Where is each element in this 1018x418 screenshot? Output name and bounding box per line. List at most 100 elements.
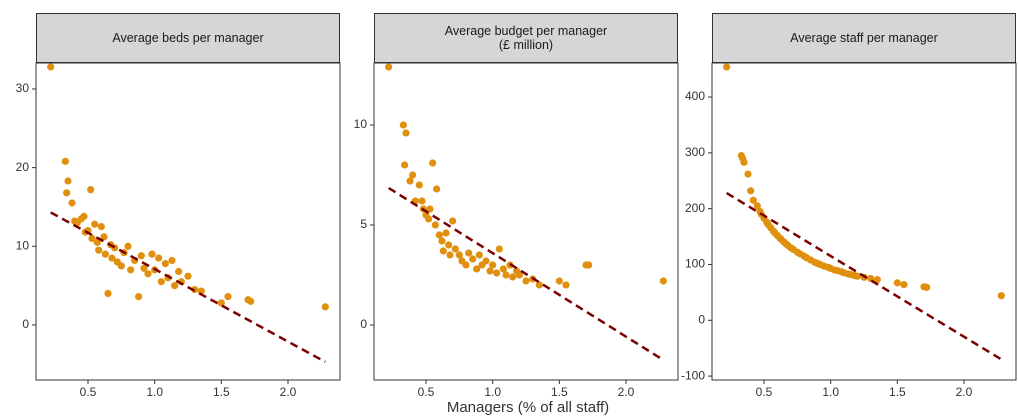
point [723, 63, 731, 71]
point [88, 234, 96, 243]
point [97, 223, 105, 231]
point [124, 242, 132, 250]
point [749, 196, 757, 204]
x-tick-label: 0.5 [756, 385, 773, 399]
point [104, 289, 112, 298]
point [321, 303, 329, 311]
point [431, 221, 439, 229]
y-tick-label: 100 [685, 257, 705, 271]
x-tick-label: 0.5 [80, 385, 97, 399]
x-tick-label: 1.5 [551, 385, 568, 399]
point [509, 273, 517, 281]
point [473, 265, 481, 273]
point [217, 299, 225, 307]
point [455, 251, 463, 259]
y-tick-label: 10 [354, 117, 368, 131]
point [402, 129, 410, 137]
x-tick-label: 1.5 [213, 385, 230, 399]
y-tick-label: 400 [685, 89, 705, 103]
point [140, 264, 148, 272]
point [451, 245, 459, 253]
x-tick-label: 1.0 [146, 385, 163, 399]
point [475, 251, 483, 259]
point [439, 247, 447, 255]
point [175, 267, 183, 276]
point [515, 271, 523, 279]
y-tick-label: 0 [360, 317, 367, 331]
point [562, 281, 570, 289]
point [108, 254, 116, 262]
panel-border [35, 62, 341, 381]
point [385, 63, 393, 71]
point [535, 281, 543, 289]
point [171, 282, 179, 290]
point [486, 267, 494, 275]
x-tick-label: 2.0 [618, 385, 635, 399]
point [740, 158, 748, 166]
panel-border [711, 62, 1017, 381]
point [435, 231, 443, 239]
point [406, 177, 414, 185]
x-axis-label: Managers (% of all staff) [447, 399, 609, 416]
y-tick-label: 0 [698, 312, 705, 326]
point [753, 202, 761, 210]
y-tick-label: 200 [685, 201, 705, 215]
x-tick-label: 1.0 [822, 385, 839, 399]
point [493, 269, 501, 277]
point [482, 257, 490, 265]
x-tick-label: 2.0 [956, 385, 973, 399]
point [442, 229, 450, 237]
point [744, 170, 752, 178]
x-tick-label: 1.5 [889, 385, 906, 399]
point [101, 250, 109, 258]
point [585, 261, 593, 269]
point [157, 278, 165, 286]
point [415, 181, 423, 189]
point [997, 292, 1005, 300]
point [873, 275, 881, 284]
x-tick-label: 1.0 [484, 385, 501, 399]
point [409, 171, 417, 179]
point [63, 189, 71, 197]
point [168, 256, 176, 265]
x-tick-label: 2.0 [280, 385, 297, 399]
point [100, 233, 108, 241]
point [900, 280, 908, 289]
point [853, 272, 861, 280]
point [425, 215, 433, 223]
point [399, 121, 407, 129]
y-tick-label: 300 [685, 145, 705, 159]
point [184, 272, 192, 280]
point [93, 238, 101, 246]
point [418, 197, 426, 205]
y-tick-label: 0 [22, 317, 29, 331]
point [95, 246, 103, 254]
point [659, 277, 667, 285]
point [522, 277, 530, 285]
y-tick-label: 30 [16, 81, 30, 95]
y-tick-label: 20 [16, 160, 30, 174]
panel-title: Average beds per manager [36, 13, 340, 63]
y-tick-label: -100 [681, 368, 705, 382]
panel-title: Average staff per manager [712, 13, 1016, 63]
point [747, 187, 755, 195]
point [161, 259, 169, 268]
point [462, 261, 470, 269]
point [247, 297, 255, 305]
point [87, 186, 95, 194]
trend-line [388, 186, 664, 362]
point [224, 293, 232, 301]
point [117, 262, 125, 270]
point [426, 205, 434, 213]
y-tick-label: 10 [16, 238, 30, 252]
point [489, 261, 497, 269]
y-tick-label: 5 [360, 217, 367, 231]
point [502, 271, 510, 279]
point [923, 283, 931, 291]
point [127, 266, 135, 274]
x-tick-label: 0.5 [418, 385, 435, 399]
point [446, 251, 454, 259]
point [148, 250, 156, 258]
